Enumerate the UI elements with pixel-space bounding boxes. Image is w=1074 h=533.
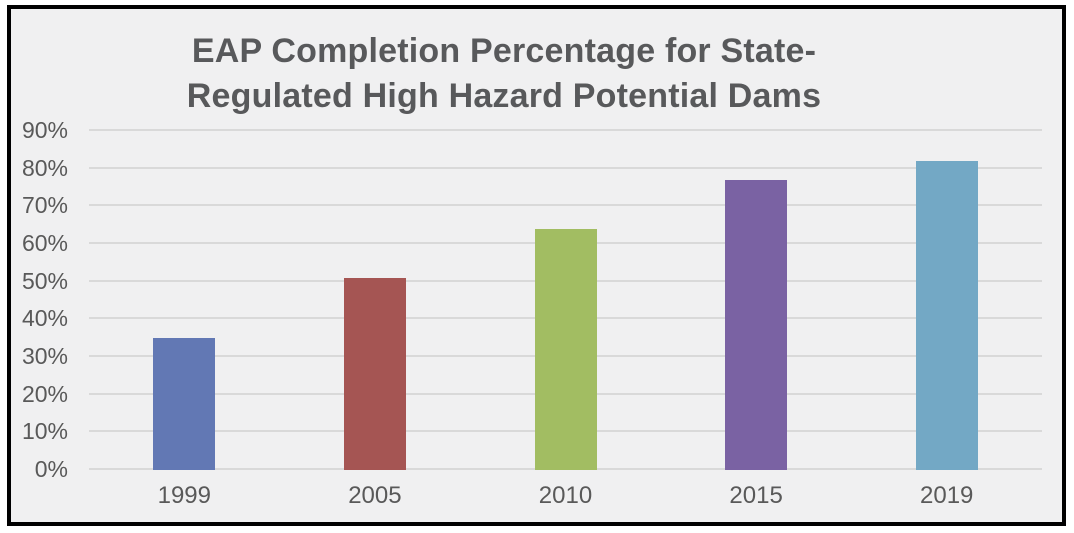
x-axis-label-1999: 1999 [157, 482, 211, 509]
y-axis-label-90: 90% [21, 117, 68, 143]
x-axis-label-2005: 2005 [348, 482, 402, 509]
y-axis-label-10: 10% [21, 418, 68, 445]
bar-2015 [725, 179, 788, 470]
x-axis-label-2015: 2015 [729, 482, 783, 509]
chart-title: EAP Completion Percentage for State- Reg… [11, 29, 997, 119]
gridline-80 [89, 166, 1042, 169]
chart-title-line1: EAP Completion Percentage for State- [191, 32, 817, 70]
chart-title-line2: Regulated High Hazard Potential Dams [186, 77, 822, 115]
y-axis-label-60: 60% [21, 230, 68, 257]
gridline-70 [89, 204, 1042, 207]
bar-2005 [343, 277, 406, 470]
y-axis-label-70: 70% [21, 192, 68, 219]
x-axis-label-2010: 2010 [538, 482, 593, 509]
chart-frame: EAP Completion Percentage for State- Reg… [7, 5, 1066, 526]
y-axis-label-20: 20% [21, 380, 68, 407]
gridline-90 [89, 129, 1042, 131]
y-axis-label-50: 50% [21, 267, 68, 294]
x-axis-label-2019: 2019 [919, 482, 974, 509]
y-axis-label-30: 30% [21, 343, 68, 370]
bar-1999 [153, 338, 216, 470]
y-axis-label-40: 40% [21, 305, 68, 332]
bar-2019 [915, 161, 978, 470]
plot-area: 0% 10% 20% 30% 40% 50% 60% 70% 80% 90% 1999 2005 201… [22, 118, 1042, 509]
y-axis-label-0: 0% [34, 456, 68, 482]
y-axis-label-80: 80% [21, 154, 68, 181]
bar-2010 [534, 228, 597, 470]
